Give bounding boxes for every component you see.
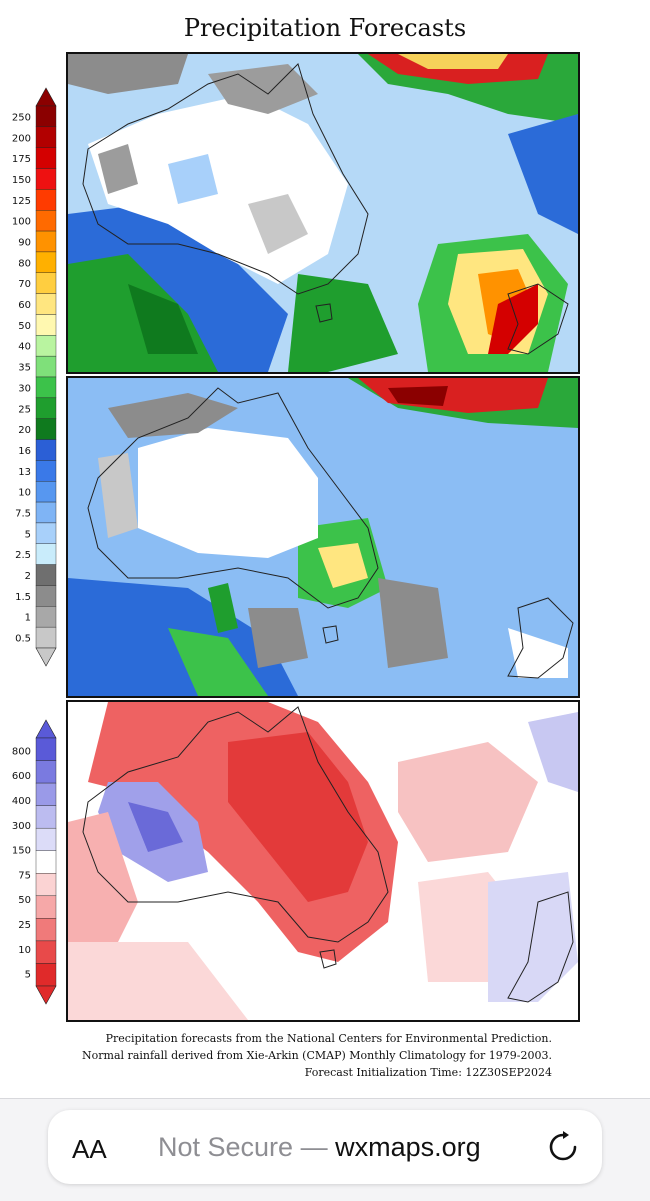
legend-top-swatch bbox=[35, 543, 57, 565]
legend-bottom-label: 75 bbox=[18, 870, 31, 881]
legend-bottom-swatch bbox=[35, 827, 57, 851]
legend-bottom-label: 5 bbox=[25, 970, 31, 981]
legend-top-swatch bbox=[35, 439, 57, 461]
legend-top-swatch bbox=[35, 585, 57, 607]
legend-top-label: 20 bbox=[18, 425, 31, 436]
legend-top-label: 100 bbox=[12, 217, 31, 228]
legend-top-swatch bbox=[35, 105, 57, 128]
reload-icon[interactable] bbox=[546, 1130, 580, 1164]
legend-top-label: 16 bbox=[18, 446, 31, 457]
legend-bottom-label: 400 bbox=[12, 796, 31, 807]
legend-top-swatch bbox=[35, 376, 57, 399]
legend-bottom-label: 50 bbox=[18, 895, 31, 906]
url-display[interactable]: Not Secure — wxmaps.org bbox=[158, 1132, 481, 1163]
legend-bottom-label: 800 bbox=[12, 746, 31, 757]
page-title: Precipitation Forecasts bbox=[183, 14, 467, 42]
legend-top-label: 80 bbox=[18, 258, 31, 269]
legend-top-arrow-bottom bbox=[35, 647, 57, 667]
precip-legend: 2502001751501251009080706050403530252016… bbox=[12, 87, 57, 1005]
not-secure-label: Not Secure — bbox=[158, 1132, 328, 1162]
legend-top-label: 0.5 bbox=[15, 634, 31, 645]
legend-top-label: 70 bbox=[18, 279, 31, 290]
legend-top-swatch bbox=[35, 210, 57, 232]
legend-bottom-swatch bbox=[35, 737, 57, 761]
legend-top-swatch bbox=[35, 460, 57, 482]
legend-bottom-swatch bbox=[35, 918, 57, 942]
legend-top-label: 35 bbox=[18, 363, 31, 374]
legend-top-label: 175 bbox=[12, 154, 31, 165]
legend-top-label: 50 bbox=[18, 321, 31, 332]
text-size-label: AA bbox=[72, 1134, 107, 1164]
legend-top-swatch bbox=[35, 418, 57, 440]
legend-top-label: 5 bbox=[25, 529, 31, 540]
caption-line-3: Forecast Initialization Time: 12Z30SEP20… bbox=[304, 1066, 552, 1079]
legend-top-label: 13 bbox=[18, 467, 31, 478]
legend-bottom-label: 150 bbox=[12, 846, 31, 857]
legend-top-swatch bbox=[35, 293, 57, 315]
legend-top-swatch bbox=[35, 147, 57, 169]
legend-top-label: 200 bbox=[12, 133, 31, 144]
forecast-map-2 bbox=[68, 378, 578, 696]
legend-bottom-swatch bbox=[35, 940, 57, 964]
legend-bottom-swatch bbox=[35, 873, 57, 897]
legend-top-swatch bbox=[35, 564, 57, 586]
legend-bottom-arrow-bottom bbox=[35, 985, 57, 1005]
forecast-map-1 bbox=[68, 54, 578, 372]
address-bar[interactable]: AA Not Secure — wxmaps.org bbox=[48, 1110, 602, 1184]
legend-top-label: 60 bbox=[18, 300, 31, 311]
domain-label: wxmaps.org bbox=[335, 1132, 481, 1162]
legend-top-label: 1.5 bbox=[15, 592, 31, 603]
legend-top-swatch bbox=[35, 335, 57, 357]
caption-line-1: Precipitation forecasts from the Nationa… bbox=[105, 1032, 552, 1045]
legend-top-swatch bbox=[35, 522, 57, 544]
forecast-map-panel-1 bbox=[66, 52, 580, 374]
legend-top-label: 125 bbox=[12, 196, 31, 207]
legend-top-label: 2.5 bbox=[15, 550, 31, 561]
legend-top-swatch bbox=[35, 126, 57, 148]
forecast-map-panel-2 bbox=[66, 376, 580, 698]
legend-top-swatch bbox=[35, 606, 57, 628]
legend-top-label: 1 bbox=[25, 613, 31, 624]
legend-top-label: 25 bbox=[18, 404, 31, 415]
legend-top-swatch bbox=[35, 355, 57, 378]
anomaly-map-panel bbox=[66, 700, 580, 1022]
anomaly-map bbox=[68, 702, 578, 1020]
legend-top-label: 250 bbox=[12, 112, 31, 123]
legend-top-swatch bbox=[35, 501, 57, 524]
legend-top-label: 40 bbox=[18, 342, 31, 353]
legend-top-swatch bbox=[35, 272, 57, 294]
legend-top-swatch bbox=[35, 397, 57, 419]
legend-bottom-swatch bbox=[35, 805, 57, 829]
legend-top-arrow-top bbox=[35, 87, 57, 107]
legend-top-swatch bbox=[35, 189, 57, 211]
legend-bottom-swatch bbox=[35, 850, 57, 874]
legend-bottom-swatch bbox=[35, 895, 57, 919]
legend-top-swatch bbox=[35, 481, 57, 503]
legend-top-swatch bbox=[35, 314, 57, 336]
legend-bottom-label: 25 bbox=[18, 920, 31, 931]
legend-top-label: 2 bbox=[25, 571, 31, 582]
legend-top-swatch bbox=[35, 168, 57, 190]
legend-bottom-swatch bbox=[35, 760, 57, 784]
legend-top-label: 7.5 bbox=[15, 509, 31, 520]
legend-top-label: 10 bbox=[18, 488, 31, 499]
caption-line-2: Normal rainfall derived from Xie-Arkin (… bbox=[82, 1049, 552, 1062]
caption: Precipitation forecasts from the Nationa… bbox=[82, 1030, 552, 1081]
legend-bottom-label: 10 bbox=[18, 945, 31, 956]
text-size-button[interactable]: AA bbox=[72, 1134, 107, 1165]
legend-top-swatch bbox=[35, 230, 57, 253]
legend-top-label: 90 bbox=[18, 238, 31, 249]
legend-top-swatch bbox=[35, 251, 57, 273]
legend-bottom-swatch bbox=[35, 963, 57, 987]
legend-top-label: 150 bbox=[12, 175, 31, 186]
legend-bottom-label: 600 bbox=[12, 771, 31, 782]
legend-bottom-label: 300 bbox=[12, 821, 31, 832]
legend-bottom-arrow-top bbox=[35, 719, 57, 739]
legend-bottom-swatch bbox=[35, 782, 57, 806]
legend-top-swatch bbox=[35, 626, 57, 649]
legend-top-label: 30 bbox=[18, 383, 31, 394]
